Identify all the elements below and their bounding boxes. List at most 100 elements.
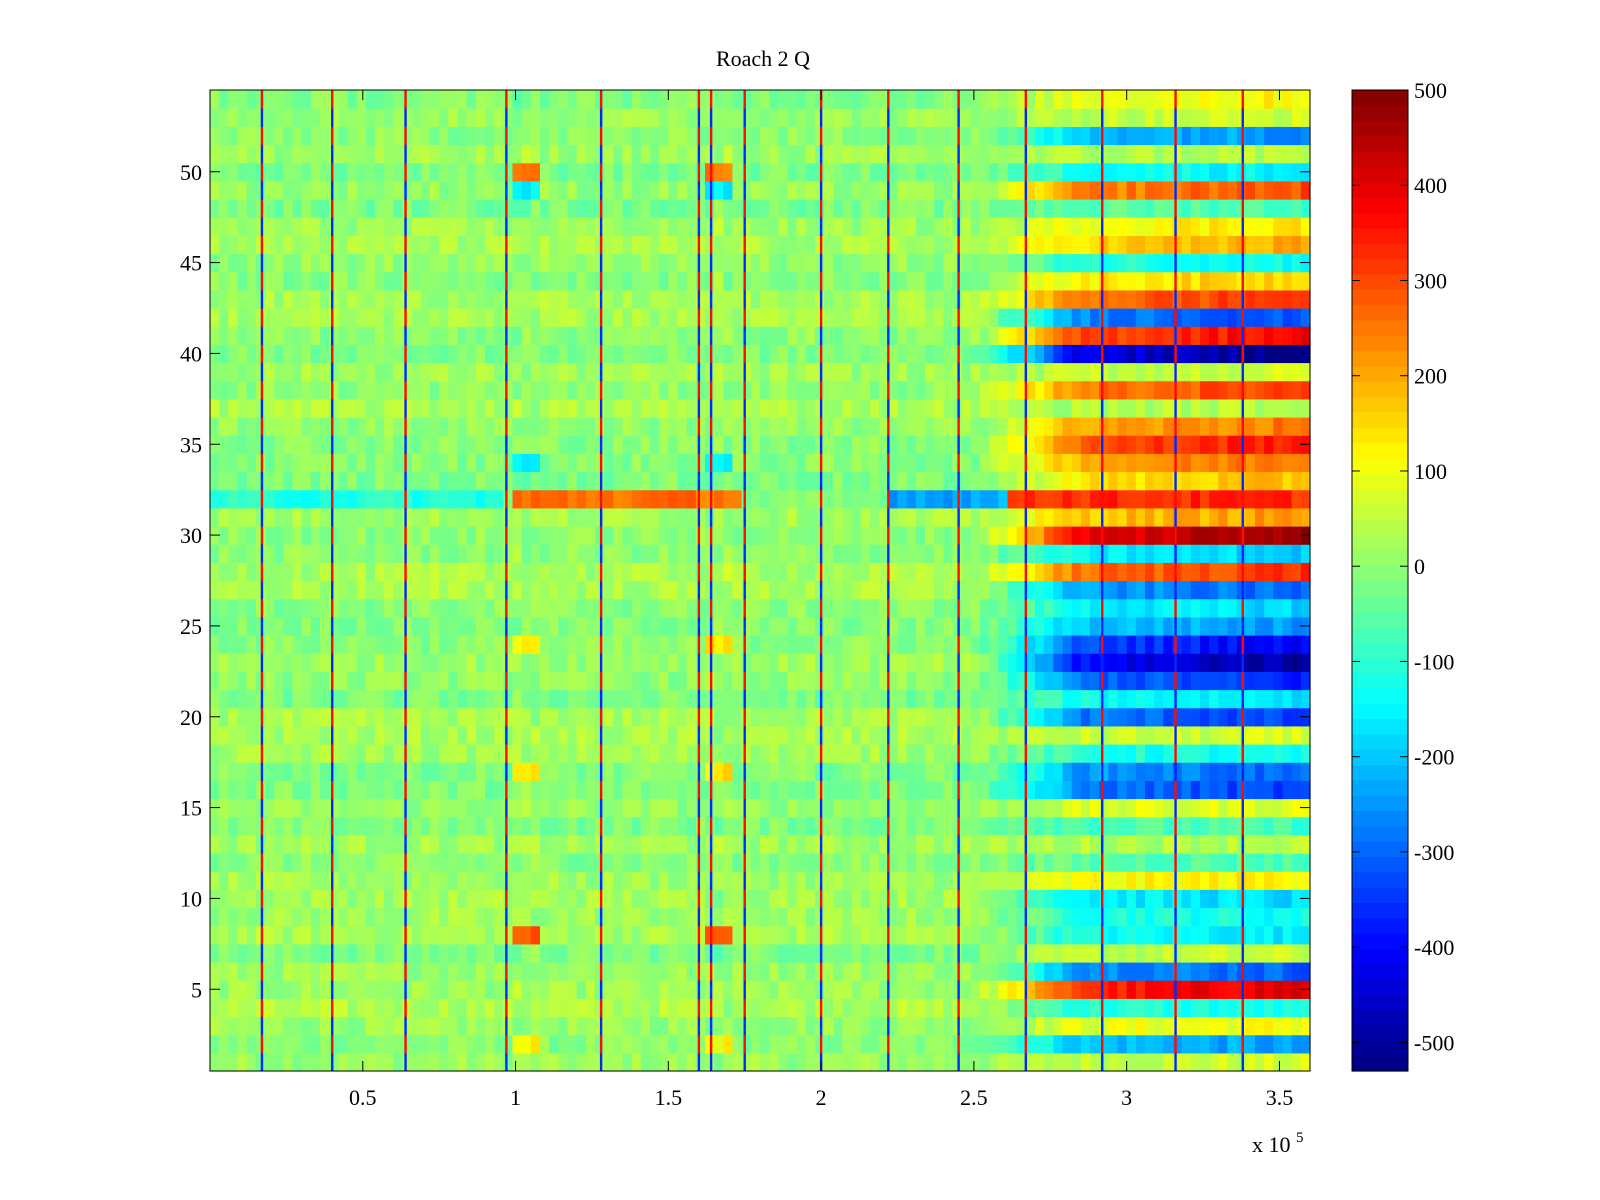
heatmap-cell	[356, 308, 367, 327]
heatmap-cell	[595, 453, 605, 473]
heatmap-cell	[677, 635, 688, 654]
heatmap-cell	[860, 616, 871, 636]
heatmap-cell	[411, 780, 422, 800]
heatmap-cell	[558, 780, 569, 800]
heatmap-cell	[448, 816, 459, 836]
heatmap-cell	[1200, 435, 1210, 454]
heatmap-cell	[815, 907, 825, 927]
heatmap-cell	[879, 635, 889, 654]
heatmap-cell	[741, 598, 752, 618]
heatmap-cell	[750, 889, 761, 909]
heatmap-cell	[714, 562, 724, 582]
heatmap-cell	[778, 489, 789, 509]
heatmap-cell	[301, 562, 312, 582]
heatmap-cell	[1218, 435, 1229, 454]
heatmap-cell	[677, 943, 688, 963]
heatmap-cell	[952, 816, 963, 836]
heatmap-cell	[961, 489, 972, 509]
heatmap-cell	[1080, 744, 1091, 763]
heatmap-cell	[879, 816, 889, 836]
heatmap-cell	[283, 435, 294, 454]
heatmap-cell	[888, 744, 899, 763]
heatmap-cell	[1117, 526, 1128, 545]
heatmap-cell	[1099, 962, 1109, 981]
heatmap-cell	[1172, 1016, 1183, 1036]
heatmap-cell	[530, 925, 541, 945]
heatmap-cell	[879, 707, 889, 727]
heatmap-cell	[558, 889, 569, 909]
heatmap-cell	[1255, 380, 1265, 400]
heatmap-cell	[961, 943, 972, 963]
heatmap-cell	[567, 507, 578, 527]
heatmap-cell	[512, 417, 523, 436]
heatmap-cell	[365, 671, 376, 691]
heatmap-cell	[970, 943, 981, 963]
heatmap-cell	[549, 798, 559, 818]
heatmap-cell	[989, 362, 999, 382]
heatmap-cell	[622, 417, 633, 436]
heatmap-cell	[228, 816, 239, 836]
heatmap-cell	[1090, 1016, 1100, 1036]
heatmap-cell	[943, 562, 954, 582]
heatmap-cell	[668, 907, 679, 927]
heatmap-cell	[338, 653, 349, 672]
heatmap-cell	[980, 798, 990, 818]
heatmap-cell	[1090, 398, 1100, 418]
heatmap-cell	[1117, 1034, 1128, 1054]
heatmap-cell	[1117, 326, 1128, 345]
heatmap-cell	[356, 616, 367, 636]
heatmap-cell	[210, 580, 220, 600]
heatmap-cell	[1227, 744, 1238, 763]
heatmap-cell	[640, 998, 651, 1018]
heatmap-cell	[970, 1016, 981, 1036]
heatmap-cell	[228, 1016, 239, 1036]
heatmap-cell	[961, 580, 972, 600]
heatmap-cell	[558, 707, 569, 727]
heatmap-cell	[622, 816, 633, 836]
heatmap-cell	[732, 562, 743, 582]
heatmap-cell	[558, 471, 569, 491]
heatmap-cell	[1135, 980, 1146, 999]
heatmap-cell	[558, 544, 569, 563]
heatmap-cell	[228, 380, 239, 400]
heatmap-cell	[1007, 1034, 1018, 1054]
heatmap-cell	[228, 453, 239, 473]
heatmap-cell	[677, 326, 688, 345]
heatmap-cell	[549, 725, 559, 745]
heatmap-cell	[833, 744, 844, 763]
heatmap-cell	[1291, 580, 1302, 600]
heatmap-cell	[1025, 962, 1036, 981]
heatmap-cell	[732, 380, 743, 400]
heatmap-cell	[1053, 889, 1064, 909]
heatmap-cell	[668, 635, 679, 654]
heatmap-cell	[338, 562, 349, 582]
heatmap-cell	[310, 653, 321, 672]
heatmap-cell	[393, 1034, 404, 1054]
heatmap-cell	[824, 489, 834, 509]
heatmap-cell	[1291, 562, 1302, 582]
heatmap-cell	[439, 889, 449, 909]
heatmap-cell	[338, 417, 349, 436]
heatmap-cell	[1273, 907, 1284, 927]
heatmap-cell	[576, 780, 587, 800]
heatmap-cell	[576, 1052, 587, 1072]
heatmap-cell	[998, 853, 1009, 872]
heatmap-cell	[1245, 962, 1256, 981]
heatmap-cell	[1117, 344, 1128, 364]
heatmap-cell	[1255, 453, 1265, 473]
heatmap-cell	[320, 943, 330, 963]
heatmap-cell	[420, 707, 431, 727]
heatmap-cell	[457, 925, 468, 945]
heatmap-cell	[1209, 725, 1219, 745]
heatmap-cell	[512, 962, 523, 981]
heatmap-cell	[301, 998, 312, 1018]
heatmap-cell	[769, 671, 779, 691]
heatmap-cell	[567, 925, 578, 945]
heatmap-cell	[998, 398, 1009, 418]
heatmap-cell	[1007, 834, 1018, 854]
heatmap-cell	[558, 380, 569, 400]
heatmap-cell	[457, 308, 468, 327]
heatmap-cell	[393, 689, 404, 709]
heatmap-cell	[650, 871, 660, 890]
heatmap-cell	[1209, 489, 1219, 509]
